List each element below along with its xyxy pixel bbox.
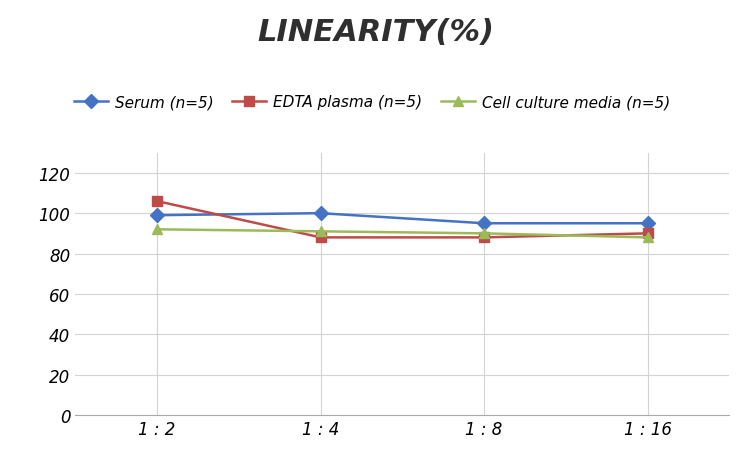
Legend: Serum (n=5), EDTA plasma (n=5), Cell culture media (n=5): Serum (n=5), EDTA plasma (n=5), Cell cul… [68, 89, 677, 116]
Cell culture media (n=5) [643, 235, 652, 240]
Serum (n=5) [153, 213, 162, 218]
Cell culture media (n=5) [153, 227, 162, 233]
EDTA plasma (n=5) [480, 235, 489, 240]
Line: Cell culture media (n=5): Cell culture media (n=5) [152, 225, 653, 243]
Text: LINEARITY(%): LINEARITY(%) [257, 18, 495, 47]
Line: Serum (n=5): Serum (n=5) [152, 209, 653, 229]
Serum (n=5) [480, 221, 489, 226]
EDTA plasma (n=5) [643, 231, 652, 236]
Cell culture media (n=5) [316, 229, 325, 235]
EDTA plasma (n=5) [153, 199, 162, 204]
EDTA plasma (n=5) [316, 235, 325, 240]
Serum (n=5) [643, 221, 652, 226]
Line: EDTA plasma (n=5): EDTA plasma (n=5) [152, 197, 653, 243]
Cell culture media (n=5) [480, 231, 489, 236]
Serum (n=5) [316, 211, 325, 216]
